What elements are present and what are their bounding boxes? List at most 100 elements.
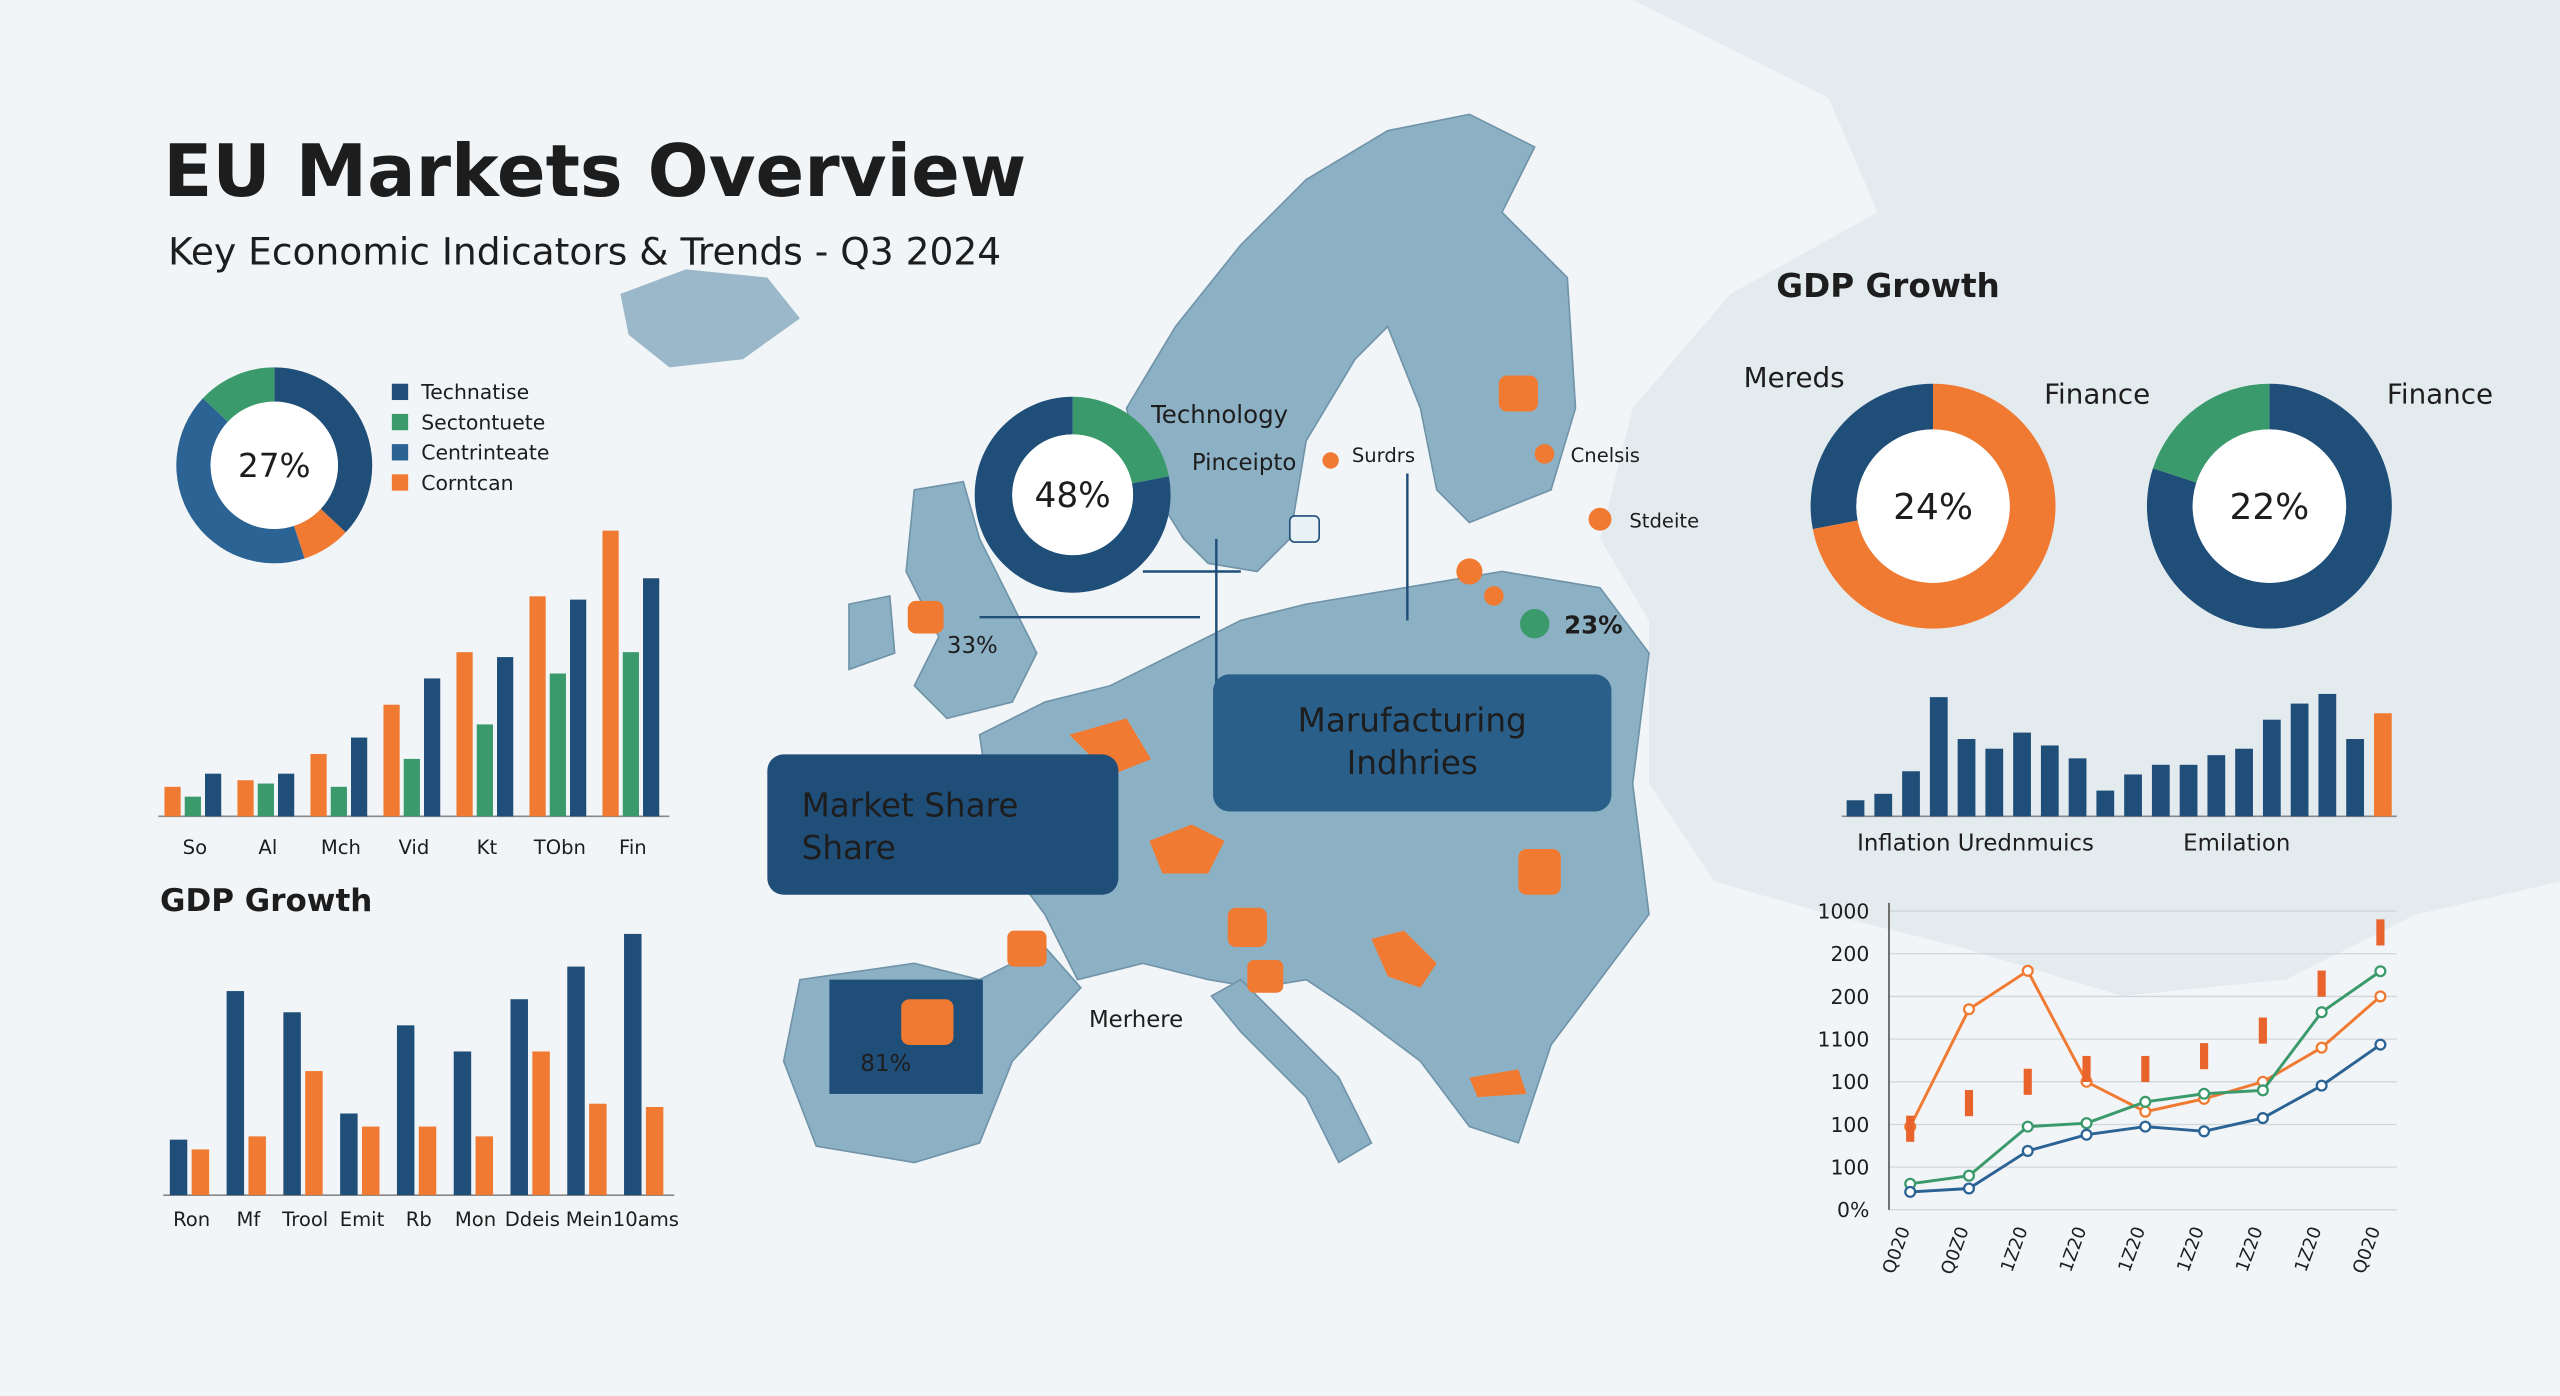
callout-text: Indhries [1347,744,1478,782]
bar [2262,719,2281,817]
x-tick-label: 10ams [613,1208,679,1231]
bar [248,1136,266,1196]
line-marker [2374,990,2387,1003]
bar [475,1136,494,1196]
bar [456,652,473,817]
x-tick-label: Kt [477,836,498,859]
y-tick-label: 0% [1837,1198,1869,1222]
candle [2258,1017,2267,1044]
bar [2290,703,2309,817]
bar [424,678,441,817]
bar [305,1071,323,1196]
y-tick-label: 100 [1830,1113,1869,1137]
bar [340,1113,358,1196]
donut-slice [176,398,305,564]
bar [361,1126,380,1196]
bar [403,758,420,817]
x-tick-label: Mon [455,1208,496,1231]
y-tick-label: 1100 [1817,1027,1869,1051]
bar [622,652,639,817]
bar [1874,793,1893,817]
chart-title: GDP Growth [160,883,372,919]
map-icon [1247,960,1284,993]
x-tick-label: Al [258,836,277,859]
line-marker [1962,1182,1976,1195]
map-pin [1456,558,1483,585]
line-marker [2374,1038,2387,1051]
x-tick-label: Rb [406,1208,432,1231]
y-tick-label: 200 [1830,942,1869,966]
bar [310,753,327,817]
bar [2207,755,2226,817]
slice-label: Finance [2044,377,2150,410]
bar [567,966,585,1196]
bar [2373,713,2392,817]
x-tick-label: Trool [281,1208,328,1231]
bar [2235,748,2253,817]
donut-slice [1810,383,1934,530]
bar [2179,764,2198,817]
x-tick-label: Ron [173,1208,210,1231]
bar [1902,771,1920,817]
callout-text: Share [802,829,896,867]
x-tick-label: Mf [237,1208,262,1231]
x-group-label: Inflation Urednmuics [1857,831,2094,857]
slice-label: Finance [2387,377,2493,410]
y-tick-label: 100 [1830,1070,1869,1094]
bar [2151,764,2170,817]
map-label: Cnelsis [1571,444,1640,467]
bar [257,783,274,817]
line-marker [2256,1112,2269,1125]
x-group-label: Emilation [2183,831,2290,857]
line-marker [2021,1120,2034,1133]
map-icon [1227,907,1267,947]
bar [1957,739,1976,817]
bar [1929,697,1948,817]
bar [643,578,660,817]
candle [2023,1068,2032,1095]
bar [645,1106,664,1196]
bar [278,773,295,817]
bar [532,1051,550,1196]
legend-label: Centrinteate [421,441,549,465]
line-marker [2198,1087,2211,1100]
bar [589,1103,607,1196]
donut-slice [202,367,275,422]
donut-slice [974,396,1171,593]
line-marker [2256,1084,2269,1097]
bar [2040,745,2059,817]
line-marker [2139,1120,2152,1133]
x-tick-label: Vid [398,836,429,859]
line-marker [2139,1105,2152,1118]
highlight-region [1371,930,1437,988]
bar [624,933,642,1196]
bar [2346,739,2364,817]
bar [510,999,528,1196]
callout-box [1213,674,1612,812]
donut-hole [210,401,338,530]
bar [602,530,619,817]
slice-label: Mereds [1744,361,1845,394]
line-marker [1962,1169,1976,1182]
line-marker [2315,1041,2328,1054]
map-label: Technology [1150,400,1288,429]
donut-slice [2152,383,2270,483]
line-marker [2374,965,2387,978]
line-marker [2315,1006,2328,1019]
x-tick-label: Ddeis [505,1208,560,1231]
bar [2013,732,2031,817]
bar [226,991,245,1196]
donut-center-label: 48% [1035,476,1111,516]
highlight-region [1149,824,1225,874]
map-pin [1520,609,1550,639]
line-marker [1962,1003,1976,1016]
map-label: Stdeite [1629,509,1699,532]
candle [2141,1055,2150,1083]
bar [570,599,587,817]
bar [453,1051,472,1196]
ireland [848,594,896,671]
map-label: 23% [1564,611,1623,640]
bar [497,657,514,817]
map-label: Surdrs [1352,444,1415,467]
